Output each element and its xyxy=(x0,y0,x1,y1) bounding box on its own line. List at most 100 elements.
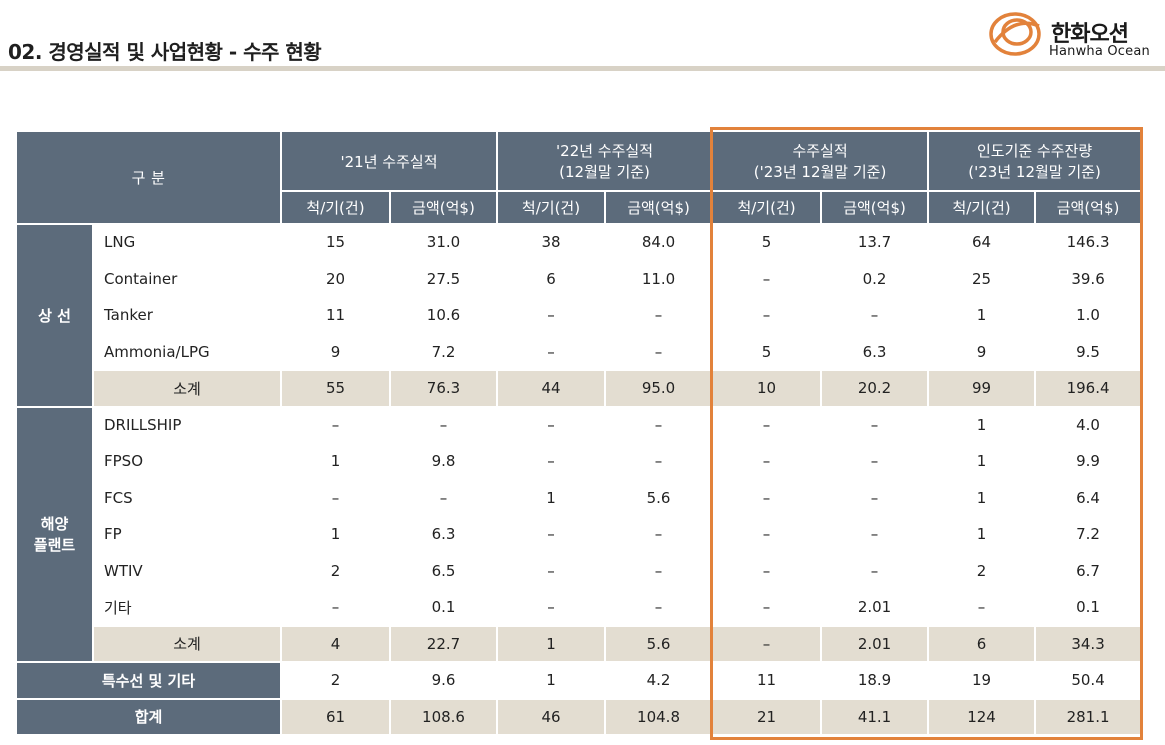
data-cell: 6.5 xyxy=(388,551,499,590)
data-cell: – xyxy=(280,478,391,517)
group-header: 수주실적 ('23년 12월말 기준) xyxy=(711,130,930,192)
total-row-cell: 46 xyxy=(496,697,607,736)
special-row-cell: 11 xyxy=(711,661,823,699)
group-header-line2: ('23년 12월말 기준) xyxy=(968,163,1101,181)
header-row-units: 척/기(건) 금액(억$) 척/기(건) 금액(억$) 척/기(건) 금액(억$) 척/기(… xyxy=(16,190,1143,225)
data-cell: 10.6 xyxy=(388,296,499,334)
data-cell: 2 xyxy=(927,551,1037,590)
data-cell: 5.6 xyxy=(604,478,714,517)
data-cell: – xyxy=(496,405,607,444)
data-cell: – xyxy=(711,296,823,334)
total-row-cell: 104.8 xyxy=(604,697,714,736)
data-cell: – xyxy=(496,442,607,480)
data-cell: – xyxy=(388,405,499,444)
special-row-cell: 4.2 xyxy=(604,661,714,699)
header-row-groups: 구 분 '21년 수주실적 '22년 수주실적 (12월말 기준) 수주실적 ('23년 … xyxy=(15,130,1143,225)
unit-header: 척/기(건) xyxy=(280,190,391,225)
section-name-line2: 플랜트 xyxy=(33,536,76,555)
total-row-cell: 124 xyxy=(927,697,1037,736)
subtotal-cell: 34.3 xyxy=(1034,624,1143,663)
data-cell: 0.2 xyxy=(820,259,930,298)
special-row-cell: 19 xyxy=(927,661,1037,699)
total-row-cell: 21 xyxy=(711,697,823,736)
data-cell: – xyxy=(280,405,391,444)
table-row: WTIV 2 6.5– – – –2 6.7 xyxy=(16,551,1143,590)
data-cell: – xyxy=(820,515,930,553)
data-cell: 1 xyxy=(927,405,1037,444)
table-row: FPSO 1 9.8– – – –1 9.9 xyxy=(16,442,1143,480)
data-cell: 6.3 xyxy=(820,332,930,371)
special-row-cell: 2 xyxy=(280,661,391,699)
group-header: '21년 수주실적 xyxy=(279,130,499,192)
data-cell: 1 xyxy=(927,296,1037,334)
data-cell: 7.2 xyxy=(1034,515,1143,553)
data-cell: 146.3 xyxy=(1034,223,1143,261)
unit-header: 척/기(건) xyxy=(711,190,823,225)
subtotal-cell: – xyxy=(711,624,823,663)
data-cell: 31.0 xyxy=(388,223,499,261)
data-cell: – xyxy=(711,478,823,517)
subtotal-cell: 55 xyxy=(280,369,391,408)
data-cell: 9.9 xyxy=(1034,442,1143,480)
logo-english-text: Hanwha Ocean xyxy=(1049,44,1150,59)
data-cell: 25 xyxy=(927,259,1037,298)
data-cell: – xyxy=(820,478,930,517)
table-row: 상 선 LNG 15 31.0 38 84.0 5 13.7 64 146.3 xyxy=(15,223,1143,408)
data-cell: 6 xyxy=(496,259,607,298)
data-cell: 9 xyxy=(280,332,391,371)
data-cell: 1 xyxy=(280,515,391,553)
data-cell: 9 xyxy=(927,332,1037,371)
group-header: '22년 수주실적 (12월말 기준) xyxy=(496,130,714,192)
special-row-cell: 18.9 xyxy=(820,661,930,699)
group-header-line2: ('23년 12월말 기준) xyxy=(753,163,887,181)
group-header-line2: (12월말 기준) xyxy=(559,163,650,181)
data-cell: – xyxy=(496,296,607,334)
order-status-table: 구 분 '21년 수주실적 '22년 수주실적 (12월말 기준) 수주실적 ('23년 … xyxy=(15,130,1143,736)
total-row-cell: 281.1 xyxy=(1034,697,1143,736)
data-cell: – xyxy=(820,296,930,334)
total-row-cell: 61 xyxy=(280,697,391,736)
subtotal-cell: 1 xyxy=(496,624,607,663)
data-cell: 1 xyxy=(280,442,391,480)
data-cell: 0.1 xyxy=(1034,588,1143,626)
subtotal-cell: 22.7 xyxy=(388,624,499,663)
unit-header: 금액(억$) xyxy=(604,190,714,225)
data-cell: – xyxy=(711,405,823,444)
table-row: FP 1 6.3– – – –1 7.2 xyxy=(16,515,1143,553)
data-cell: 13.7 xyxy=(820,223,930,261)
section-label: 상 선 xyxy=(15,223,94,408)
special-row: 특수선 및 기타 2 9.6 1 4.2 11 18.9 19 50.4 xyxy=(15,661,1143,700)
data-cell: 20 xyxy=(280,259,391,298)
unit-header: 금액(억$) xyxy=(1034,190,1143,225)
data-cell: 0.1 xyxy=(388,588,499,626)
data-cell: 5 xyxy=(711,332,823,371)
total-row-cell: 108.6 xyxy=(388,697,499,736)
data-cell: 15 xyxy=(280,223,391,261)
unit-header: 금액(억$) xyxy=(388,190,499,225)
data-cell: 1.0 xyxy=(1034,296,1143,334)
data-cell: – xyxy=(604,332,714,371)
data-cell: 39.6 xyxy=(1034,259,1143,298)
unit-header: 금액(억$) xyxy=(820,190,930,225)
table-row: Container 20 27.5 6 11.0–0.2 25 39.6 xyxy=(16,259,1143,298)
subtotal-row: 소계 4 22.7 1 5.6–2.01 6 34.3 xyxy=(16,624,1143,663)
unit-header: 척/기(건) xyxy=(496,190,607,225)
data-cell: 5 xyxy=(711,223,823,261)
row-label: 기타 xyxy=(92,588,282,626)
data-cell: 2 xyxy=(280,551,391,590)
data-cell: – xyxy=(711,259,823,298)
subtotal-cell: 196.4 xyxy=(1034,369,1143,408)
data-cell: – xyxy=(927,588,1037,626)
data-cell: 11.0 xyxy=(604,259,714,298)
subtotal-cell: 76.3 xyxy=(388,369,499,408)
table-row: 해양 플랜트 DRILLSHIP – – – – – –1 4.0 xyxy=(15,405,1143,663)
data-cell: 2.01 xyxy=(820,588,930,626)
special-row-cell: 50.4 xyxy=(1034,661,1143,699)
group-header-line1: 수주실적 xyxy=(792,142,848,160)
data-cell: 9.5 xyxy=(1034,332,1143,371)
data-cell: – xyxy=(820,442,930,480)
data-cell: – xyxy=(711,588,823,626)
row-label: FCS xyxy=(92,478,282,517)
row-label: DRILLSHIP xyxy=(92,405,282,444)
subtotal-cell: 99 xyxy=(927,369,1037,408)
